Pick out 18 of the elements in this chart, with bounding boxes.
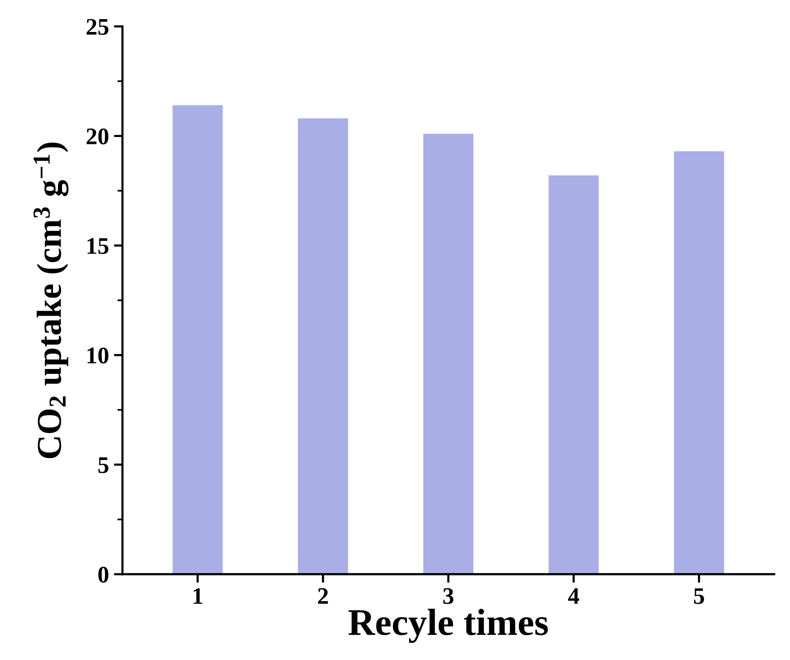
x-tick-label: 4 (568, 588, 580, 604)
y-tick-label: 0 (98, 566, 108, 583)
x-axis-title: Recyle times (348, 608, 548, 643)
x-tick-label: 5 (694, 588, 704, 604)
bar (674, 151, 724, 574)
x-tick-label: 3 (443, 588, 454, 604)
y-tick-label: 15 (88, 238, 108, 254)
y-tick-label: 25 (86, 18, 108, 35)
y-axis-title: CO$_{2}$ uptake (cm$^{3}$ g$^{−1}$) (34, 142, 68, 458)
bar (423, 134, 474, 574)
y-tick-label: 20 (86, 128, 108, 144)
bar (298, 118, 348, 574)
x-tick-label: 2 (318, 588, 328, 604)
bar (548, 175, 599, 574)
bar (172, 105, 223, 574)
x-tick-label: 1 (194, 588, 202, 604)
y-tick-label: 10 (88, 348, 108, 364)
y-tick-label: 5 (98, 457, 108, 474)
